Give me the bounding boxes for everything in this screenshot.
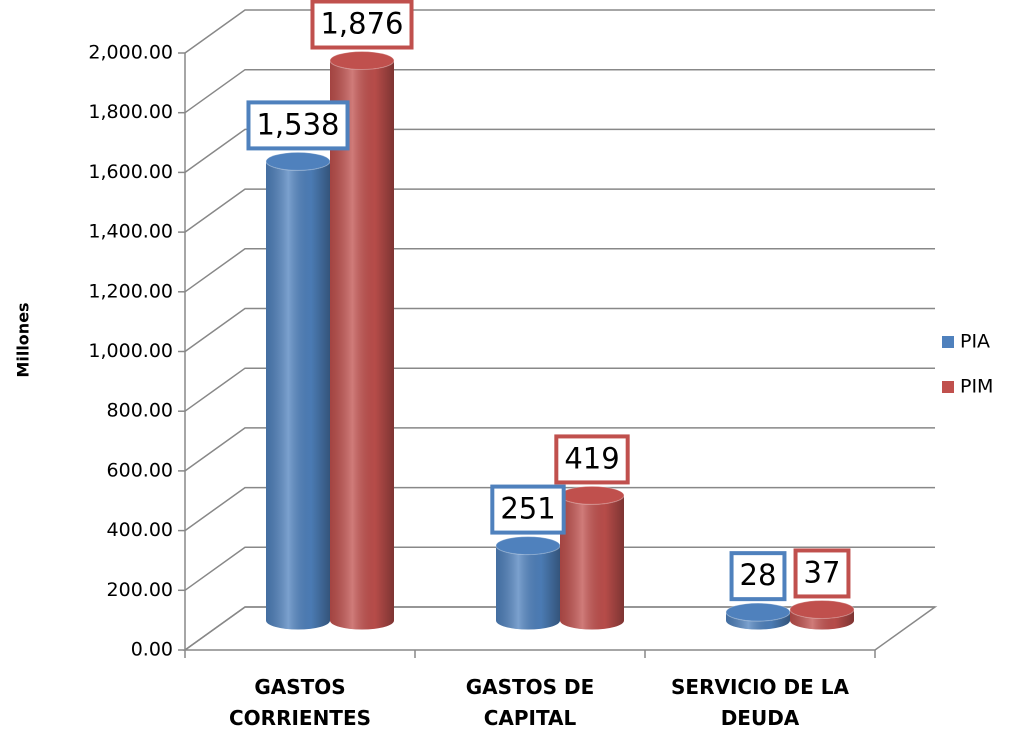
- bar-shading: [726, 612, 790, 630]
- y-tick-label: 0.00: [131, 639, 173, 661]
- y-tick-label: 400.00: [107, 519, 173, 541]
- grid-line: [184, 606, 935, 651]
- grid-line: [184, 546, 935, 591]
- data-label: 251: [500, 492, 555, 526]
- data-label: 28: [740, 558, 777, 592]
- bar-top: [265, 151, 331, 171]
- legend-label: PIM: [960, 376, 993, 398]
- bar-shading: [560, 495, 624, 630]
- grid-line: [184, 68, 935, 114]
- grid-line: [184, 367, 935, 412]
- y-axis-label: Millones: [14, 302, 33, 377]
- data-label: 37: [804, 555, 841, 589]
- data-label-box: [554, 434, 630, 485]
- grid-line: [184, 188, 935, 233]
- x-tick-label: SERVICIO DE LA DEUDA: [671, 675, 849, 730]
- data-label: 419: [564, 441, 619, 475]
- data-label-box: [310, 0, 414, 50]
- y-tick-label: 1,000.00: [88, 340, 173, 362]
- bar-shading: [790, 609, 854, 630]
- y-tick-label: 1,400.00: [88, 221, 173, 243]
- y-tick-label: 800.00: [107, 400, 173, 422]
- x-tick-label: GASTOS CORRIENTES: [228, 675, 372, 730]
- data-label-box: [793, 548, 851, 599]
- bar-top: [329, 51, 395, 71]
- x-tick-label: GASTOS DE CAPITAL: [465, 675, 595, 730]
- legend-swatch: [942, 336, 954, 348]
- bar-shading: [266, 161, 330, 630]
- grid-line: [184, 9, 935, 54]
- data-label: 1,876: [320, 7, 403, 41]
- data-label-box: [246, 100, 350, 151]
- data-label-box: [729, 551, 787, 602]
- y-tick-label: 1,800.00: [88, 101, 173, 123]
- bar-top: [559, 485, 625, 505]
- y-tick-label: 600.00: [107, 459, 173, 481]
- y-tick-label: 200.00: [107, 579, 173, 601]
- y-tick-label: 1,200.00: [88, 280, 173, 302]
- grid-line: [184, 307, 935, 353]
- bar-shading: [330, 60, 394, 630]
- grid-line: [184, 486, 935, 532]
- bar-top: [495, 536, 561, 556]
- legend-label: PIA: [960, 331, 990, 353]
- data-label-box: [490, 484, 566, 535]
- legend-swatch: [942, 381, 954, 393]
- bar-top: [725, 602, 791, 622]
- y-tick-label: 2,000.00: [88, 42, 173, 64]
- data-label: 1,538: [256, 107, 339, 141]
- grid-line: [184, 248, 935, 293]
- bar-top: [789, 599, 855, 619]
- grid-line: [184, 128, 935, 174]
- grid-line: [184, 427, 935, 472]
- y-tick-label: 1,600.00: [88, 161, 173, 183]
- bar-shading: [496, 545, 560, 630]
